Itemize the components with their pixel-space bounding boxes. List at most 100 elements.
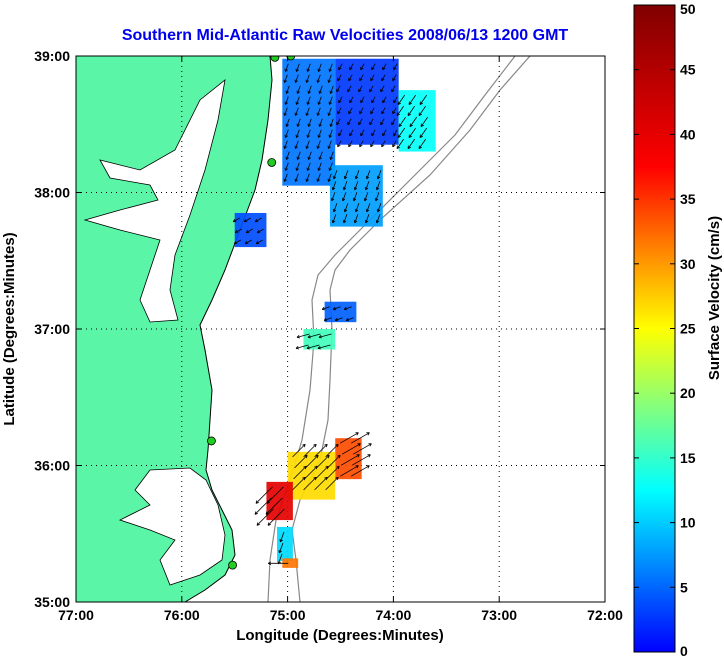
velocity-arrow <box>317 344 331 349</box>
velocity-arrowhead <box>336 121 340 126</box>
velocity-arrow <box>349 96 354 104</box>
velocity-arrowhead <box>256 229 261 234</box>
velocity-arrowhead <box>393 66 397 71</box>
velocity-arrowhead <box>364 219 369 224</box>
velocity-arrowhead <box>337 143 341 148</box>
velocity-arrow <box>360 63 365 71</box>
velocity-arrow <box>344 306 352 310</box>
velocity-arrowhead <box>407 112 411 116</box>
velocity-arrowhead <box>348 77 352 82</box>
velocity-arrowhead <box>318 334 323 339</box>
velocity-arrowhead <box>381 143 385 148</box>
velocity-arrow <box>326 465 340 480</box>
velocity-arrow <box>234 239 241 245</box>
velocity-arrowhead <box>265 511 269 515</box>
velocity-arrow <box>325 476 339 491</box>
velocity-arrowhead <box>380 121 384 126</box>
velocity-arrow <box>284 140 288 149</box>
velocity-arrow <box>308 118 312 127</box>
velocity-arrowhead <box>365 175 370 180</box>
velocity-arrowhead <box>313 443 317 448</box>
velocity-arrowhead <box>396 145 400 149</box>
velocity-arrow <box>314 443 328 458</box>
velocity-arrowhead <box>317 167 321 171</box>
station-marker <box>267 158 277 167</box>
velocity-arrowhead <box>371 132 375 137</box>
velocity-arrow <box>343 214 348 224</box>
velocity-arrowhead <box>419 101 423 105</box>
velocity-arrow <box>338 129 343 137</box>
velocity-arrowhead <box>285 156 289 160</box>
velocity-arrowhead <box>328 101 332 105</box>
velocity-arrow <box>308 151 312 160</box>
velocity-arrowhead <box>353 219 358 224</box>
velocity-arrow <box>319 118 323 127</box>
velocity-cell <box>398 90 436 152</box>
velocity-arrow <box>315 465 329 480</box>
velocity-arrowhead <box>295 167 299 171</box>
velocity-arrow <box>392 140 397 148</box>
velocity-arrowhead <box>305 112 309 116</box>
velocity-arrowhead <box>294 79 298 83</box>
velocity-arrowhead <box>330 197 335 202</box>
velocity-arrowhead <box>356 454 360 458</box>
velocity-arrow <box>297 151 301 160</box>
velocity-arrowhead <box>302 443 306 448</box>
velocity-arrowhead <box>418 112 422 116</box>
velocity-arrow <box>354 214 359 224</box>
velocity-arrowhead <box>381 110 385 115</box>
x-axis-ticks: 77:00 76:00 75:00 74:00 73:00 72:00 <box>58 56 623 623</box>
velocity-arrow <box>382 63 387 71</box>
velocity-arrowhead <box>335 443 339 448</box>
velocity-arrowhead <box>334 317 339 322</box>
velocity-arrow <box>304 465 318 480</box>
velocity-arrowhead <box>348 143 352 148</box>
velocity-arrowhead <box>329 156 333 160</box>
velocity-arrowhead <box>392 110 396 115</box>
velocity-arrow <box>318 129 322 138</box>
velocity-arrowhead <box>368 443 372 447</box>
velocity-arrow <box>408 94 417 105</box>
velocity-arrowhead <box>323 317 328 322</box>
velocity-arrow <box>418 138 427 149</box>
colorbar-tick-label: 40 <box>680 126 696 142</box>
velocity-cell <box>303 329 336 350</box>
velocity-arrow <box>391 118 396 126</box>
velocity-arrowhead <box>284 167 288 171</box>
velocity-arrow <box>306 344 320 349</box>
velocity-arrow <box>352 454 371 466</box>
velocity-arrowhead <box>285 90 289 94</box>
velocity-arrow <box>331 192 336 202</box>
station-marker <box>286 56 296 61</box>
velocity-arrow <box>233 217 240 223</box>
velocity-arrowhead <box>318 90 322 94</box>
velocity-arrow <box>419 127 428 138</box>
velocity-arrowhead <box>366 432 370 436</box>
velocity-arrow <box>329 96 333 105</box>
velocity-arrowhead <box>329 123 333 127</box>
velocity-arrow <box>296 96 300 105</box>
velocity-arrowhead <box>307 90 311 94</box>
velocity-arrowhead <box>360 132 364 137</box>
velocity-arrow <box>342 443 361 455</box>
velocity-arrowhead <box>371 99 375 104</box>
y-tick-label: 38:00 <box>34 185 70 201</box>
velocity-arrow <box>348 140 353 148</box>
y-axis-label: Latitude (Degrees:Minutes) <box>1 232 18 425</box>
velocity-arrowhead <box>294 112 298 116</box>
velocity-arrowhead <box>254 218 259 223</box>
velocity-arrowhead <box>407 145 411 149</box>
velocity-arrowhead <box>370 143 374 148</box>
velocity-arrowhead <box>254 511 258 515</box>
velocity-arrow <box>340 465 359 477</box>
velocity-arrow <box>267 508 285 526</box>
velocity-arrowhead <box>409 123 413 127</box>
velocity-arrowhead <box>357 443 361 447</box>
velocity-arrowhead <box>337 110 341 115</box>
velocity-arrowhead <box>364 186 369 191</box>
velocity-arrow <box>336 85 341 93</box>
velocity-arrowhead <box>370 110 374 115</box>
velocity-arrowhead <box>317 345 322 350</box>
plot-area <box>76 56 605 602</box>
velocity-arrow <box>329 129 333 138</box>
